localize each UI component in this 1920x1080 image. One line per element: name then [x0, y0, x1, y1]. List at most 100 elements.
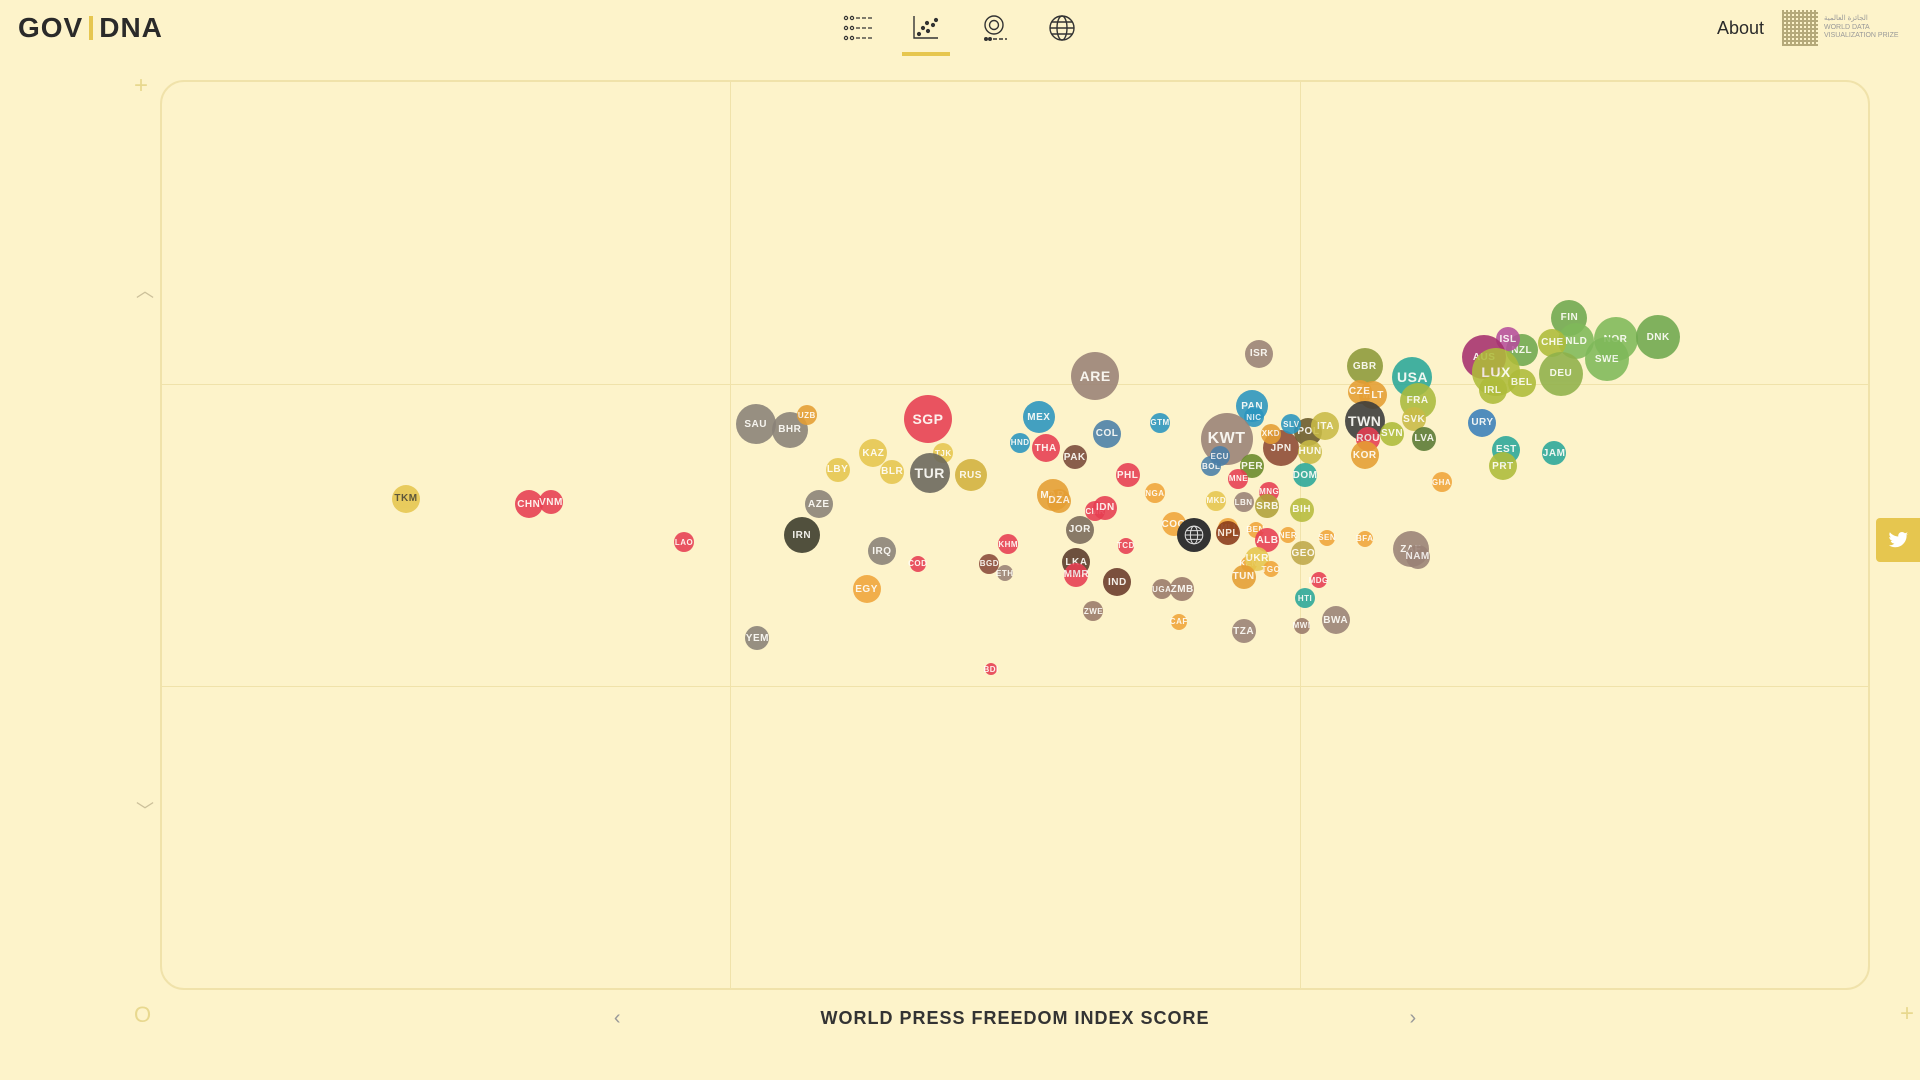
bubble-label: BFA	[1356, 534, 1374, 543]
bubble-dnk[interactable]: DNK	[1636, 315, 1680, 359]
bubble-mdg[interactable]: MDG	[1311, 572, 1327, 588]
twitter-share[interactable]	[1876, 518, 1920, 562]
bubble-label: SVN	[1381, 428, 1403, 439]
bubble-mex[interactable]: MEX	[1023, 401, 1055, 433]
bubble-bwa[interactable]: BWA	[1322, 606, 1350, 634]
bubble-label: YEM	[746, 633, 769, 644]
bubble-nga[interactable]: NGA	[1145, 483, 1165, 503]
nav-icon-list[interactable]	[834, 4, 882, 52]
bubble-ury[interactable]: URY	[1468, 409, 1496, 437]
bubble-uzb[interactable]: UZB	[797, 405, 817, 425]
bubble-cod[interactable]: COD	[910, 556, 926, 572]
bubble-label: MNE	[1229, 474, 1248, 483]
bubble-gbr[interactable]: GBR	[1347, 348, 1383, 384]
bubble-bel[interactable]: BEL	[1508, 369, 1536, 397]
bubble-dom[interactable]: DOM	[1293, 463, 1317, 487]
bubble-kor[interactable]: KOR	[1351, 441, 1379, 469]
bubble-ita[interactable]: ITA	[1311, 412, 1339, 440]
nav-icon-globe[interactable]	[1038, 4, 1086, 52]
bubble-lva[interactable]: LVA	[1412, 427, 1436, 451]
bubble-mwi[interactable]: MWI	[1294, 618, 1310, 634]
bubble-aze[interactable]: AZE	[805, 490, 833, 518]
bubble-mne[interactable]: MNE	[1228, 469, 1248, 489]
bubble-svn[interactable]: SVN	[1380, 422, 1404, 446]
bubble-jor[interactable]: JOR	[1066, 516, 1094, 544]
logo-gov: GOV	[18, 12, 83, 44]
bubble-label: SRB	[1256, 501, 1279, 512]
bubble-ind[interactable]: IND	[1103, 568, 1131, 596]
x-prev-arrow[interactable]: ‹	[614, 1007, 621, 1030]
bubble-hun[interactable]: HUN	[1298, 440, 1322, 464]
bubble-isr[interactable]: ISR	[1245, 340, 1273, 368]
bubble-srb[interactable]: SRB	[1255, 494, 1279, 518]
bubble-zmb[interactable]: ZMB	[1170, 577, 1194, 601]
bubble-eth[interactable]: ETH	[997, 565, 1013, 581]
bubble-irl[interactable]: IRL	[1479, 376, 1507, 404]
nav-icon-scatter[interactable]	[902, 4, 950, 52]
bubble-irn[interactable]: IRN	[784, 517, 820, 553]
bubble-tun[interactable]: TUN	[1232, 565, 1256, 589]
bubble-hnd[interactable]: HND	[1010, 433, 1030, 453]
bubble-lao[interactable]: LAO	[674, 532, 694, 552]
bubble-label: ISL	[1500, 334, 1517, 345]
nav-icon-radial[interactable]	[970, 4, 1018, 52]
bubble-vnm[interactable]: VNM	[539, 490, 563, 514]
bubble-nam[interactable]: NAM	[1406, 545, 1430, 569]
bubble-jam[interactable]: JAM	[1542, 441, 1566, 465]
bubble-prt[interactable]: PRT	[1489, 452, 1517, 480]
bubble-npl[interactable]: NPL	[1216, 521, 1240, 545]
bubble-ecu[interactable]: ECU	[1210, 446, 1230, 466]
bubble-yem[interactable]: YEM	[745, 626, 769, 650]
bubble-sgp[interactable]: SGP	[904, 395, 952, 443]
bubble-tza[interactable]: TZA	[1232, 619, 1256, 643]
bubble-deu[interactable]: DEU	[1539, 352, 1583, 396]
bubble-bfa[interactable]: BFA	[1357, 531, 1373, 547]
about-link[interactable]: About	[1717, 18, 1764, 39]
bubble-irq[interactable]: IRQ	[868, 537, 896, 565]
prize-logo[interactable]: الجائزة العالمية WORLD DATA VISUALIZATIO…	[1782, 10, 1902, 46]
bubble-bih[interactable]: BIH	[1290, 498, 1314, 522]
bubble-idn[interactable]: IDN	[1093, 496, 1117, 520]
bubble-lbn[interactable]: LBN	[1234, 492, 1254, 512]
bubble-label: TCD	[1117, 541, 1135, 550]
bubble-sau[interactable]: SAU	[736, 404, 776, 444]
world-marker[interactable]	[1177, 518, 1211, 552]
bubble-phl[interactable]: PHL	[1116, 463, 1140, 487]
bubble-tha[interactable]: THA	[1032, 434, 1060, 462]
plus-bottom-right: +	[1900, 1000, 1914, 1028]
bubble-slv[interactable]: SLV	[1281, 414, 1301, 434]
bubble-geo[interactable]: GEO	[1291, 541, 1315, 565]
bubble-bdi[interactable]: BDI	[985, 663, 997, 675]
bubble-tur[interactable]: TUR	[910, 453, 950, 493]
bubble-hti[interactable]: HTI	[1295, 588, 1315, 608]
chevron-up-icon[interactable]: ︿	[136, 277, 154, 303]
bubble-pak[interactable]: PAK	[1063, 445, 1087, 469]
bubble-sen[interactable]: SEN	[1319, 530, 1335, 546]
bubble-ner[interactable]: NER	[1280, 527, 1296, 543]
bubble-label: LAO	[675, 538, 693, 547]
bubble-dza[interactable]: DZA	[1047, 489, 1071, 513]
bubble-col[interactable]: COL	[1093, 420, 1121, 448]
bubble-are[interactable]: ARE	[1071, 352, 1119, 400]
x-next-arrow[interactable]: ›	[1410, 1007, 1417, 1030]
chevron-down-icon[interactable]: ﹀	[136, 797, 154, 823]
bubble-caf[interactable]: CAF	[1171, 614, 1187, 630]
bubble-tkm[interactable]: TKM	[392, 485, 420, 513]
bubble-xkd[interactable]: XKD	[1261, 424, 1281, 444]
bubble-mmr[interactable]: MMR	[1064, 563, 1088, 587]
scatter-chart[interactable]: FINNORDNKNZLSWENLDCHEISLAUSLUXDEUBELIRLG…	[160, 80, 1870, 990]
bubble-tgo[interactable]: TGO	[1263, 561, 1279, 577]
bubble-gha[interactable]: GHA	[1432, 472, 1452, 492]
bubble-gtm[interactable]: GTM	[1150, 413, 1170, 433]
bubble-blr[interactable]: BLR	[880, 460, 904, 484]
bubble-zwe[interactable]: ZWE	[1083, 601, 1103, 621]
bubble-label: TUR	[915, 465, 945, 481]
bubble-lby[interactable]: LBY	[826, 458, 850, 482]
bubble-tcd[interactable]: TCD	[1118, 538, 1134, 554]
bubble-khm[interactable]: KHM	[998, 534, 1018, 554]
logo[interactable]: GOV DNA	[18, 12, 163, 44]
bubble-rus[interactable]: RUS	[955, 459, 987, 491]
bubble-mkd[interactable]: MKD	[1206, 491, 1226, 511]
bubble-egy[interactable]: EGY	[853, 575, 881, 603]
bubble-uga[interactable]: UGA	[1152, 579, 1172, 599]
